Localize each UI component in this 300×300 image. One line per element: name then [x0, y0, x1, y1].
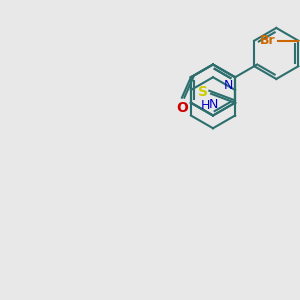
Text: H: H: [201, 100, 211, 112]
Text: O: O: [176, 100, 188, 115]
Text: N: N: [224, 79, 234, 92]
Text: N: N: [208, 98, 218, 111]
Text: Br: Br: [260, 34, 275, 47]
Text: S: S: [198, 85, 208, 99]
